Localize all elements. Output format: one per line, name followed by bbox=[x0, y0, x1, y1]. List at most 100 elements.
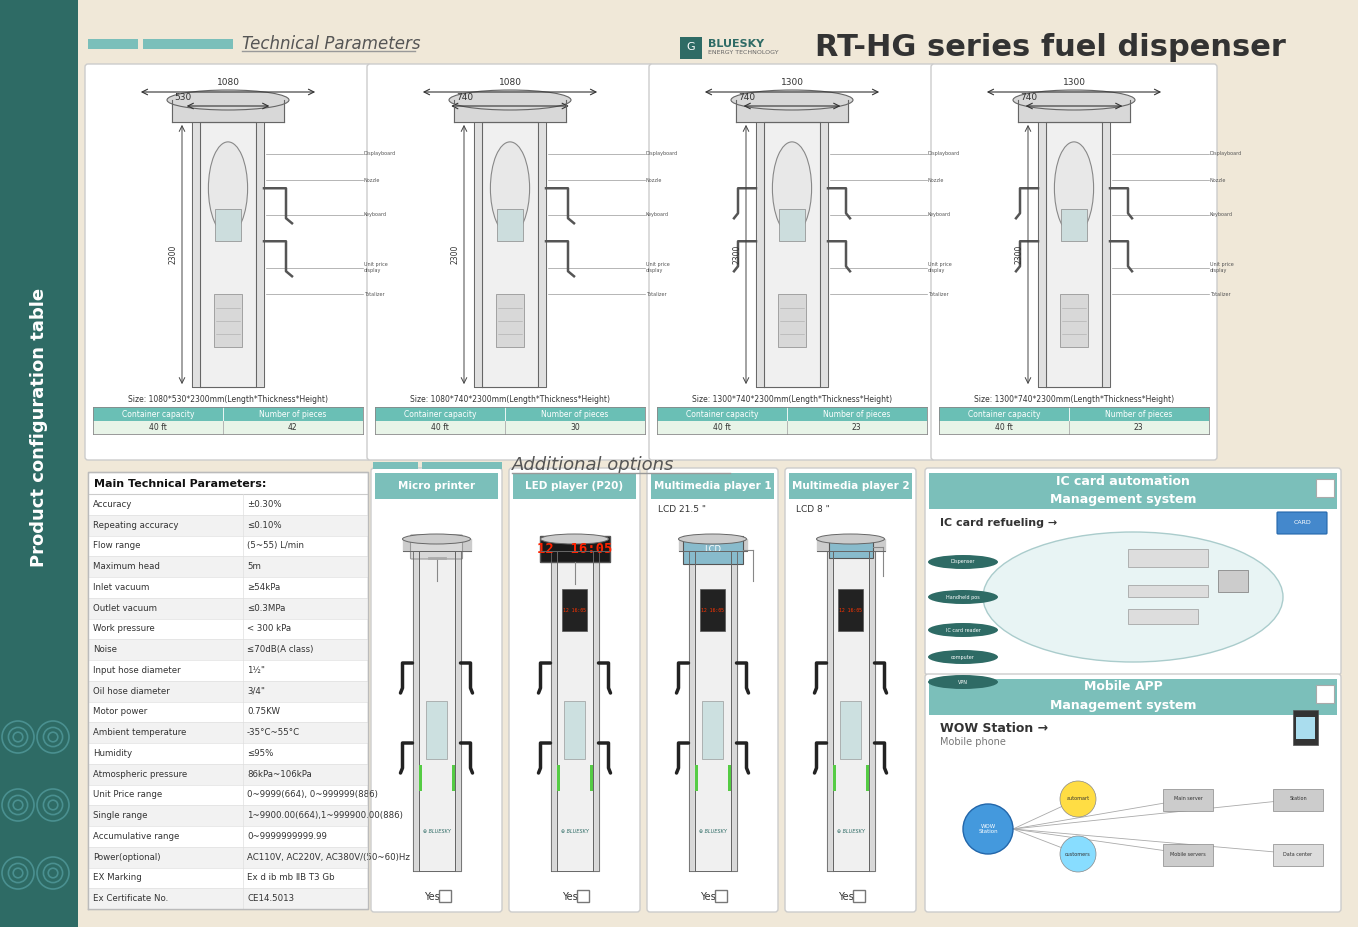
Bar bbox=[789, 473, 913, 499]
Bar bbox=[938, 421, 1209, 434]
Bar bbox=[90, 743, 367, 764]
Bar bbox=[88, 472, 368, 909]
Text: Ex d ib mb ⅡB T3 Gb: Ex d ib mb ⅡB T3 Gb bbox=[247, 873, 334, 883]
Text: 530: 530 bbox=[174, 93, 191, 102]
Ellipse shape bbox=[816, 534, 884, 544]
Bar bbox=[422, 462, 502, 469]
Ellipse shape bbox=[1054, 142, 1093, 235]
Bar bbox=[865, 766, 869, 791]
Text: Nozzle: Nozzle bbox=[364, 178, 380, 183]
Text: Product configuration table: Product configuration table bbox=[30, 287, 48, 566]
Bar bbox=[497, 210, 523, 241]
Text: 40 ft: 40 ft bbox=[149, 423, 167, 432]
Bar bbox=[90, 494, 367, 514]
FancyBboxPatch shape bbox=[649, 64, 936, 460]
Text: CE14.5013: CE14.5013 bbox=[247, 895, 295, 903]
Bar bbox=[657, 407, 928, 421]
Text: Container capacity: Container capacity bbox=[403, 410, 477, 418]
Text: VPN: VPN bbox=[957, 679, 968, 684]
Bar bbox=[1062, 210, 1086, 241]
Bar bbox=[564, 702, 585, 759]
Text: EX Marking: EX Marking bbox=[92, 873, 141, 883]
Text: Keyboard: Keyboard bbox=[928, 212, 951, 217]
Text: Unit price
display: Unit price display bbox=[928, 262, 952, 273]
Bar bbox=[92, 407, 363, 421]
Text: Accuracy: Accuracy bbox=[92, 500, 132, 509]
Text: Yes: Yes bbox=[425, 892, 440, 902]
Bar bbox=[215, 294, 242, 348]
FancyBboxPatch shape bbox=[925, 468, 1340, 675]
Ellipse shape bbox=[1013, 90, 1135, 110]
FancyBboxPatch shape bbox=[371, 468, 502, 912]
Text: Micro printer: Micro printer bbox=[398, 481, 475, 491]
Bar bbox=[496, 294, 524, 348]
Text: ≤0.10%: ≤0.10% bbox=[247, 521, 281, 529]
Text: 740: 740 bbox=[1020, 93, 1038, 102]
Text: Ex Certificate No.: Ex Certificate No. bbox=[92, 895, 168, 903]
Text: 0~9999(664), 0~999999(886): 0~9999(664), 0~999999(886) bbox=[247, 791, 378, 799]
Text: 40 ft: 40 ft bbox=[713, 423, 731, 432]
Text: Input hose diameter: Input hose diameter bbox=[92, 666, 181, 675]
Text: Single range: Single range bbox=[92, 811, 148, 820]
Text: Size: 1300*740*2300mm(Length*Thickness*Height): Size: 1300*740*2300mm(Length*Thickness*H… bbox=[693, 395, 892, 403]
Text: IC card refueling →: IC card refueling → bbox=[940, 518, 1058, 528]
Text: ±0.30%: ±0.30% bbox=[247, 500, 281, 509]
Bar bbox=[929, 679, 1338, 715]
Text: ⊕ BLUESKY: ⊕ BLUESKY bbox=[698, 829, 727, 833]
Text: Inlet vacuum: Inlet vacuum bbox=[92, 583, 149, 591]
Text: Number of pieces: Number of pieces bbox=[1105, 410, 1172, 418]
Bar bbox=[90, 618, 367, 640]
Text: customers: customers bbox=[1065, 852, 1090, 857]
Bar bbox=[1272, 789, 1323, 811]
Bar bbox=[577, 890, 588, 902]
Text: Technical Parameters: Technical Parameters bbox=[242, 35, 421, 53]
Bar bbox=[90, 702, 367, 722]
FancyBboxPatch shape bbox=[367, 64, 653, 460]
Bar bbox=[1128, 549, 1209, 567]
Ellipse shape bbox=[490, 142, 530, 235]
Text: Noise: Noise bbox=[92, 645, 117, 654]
Text: Keyboard: Keyboard bbox=[646, 212, 669, 217]
Text: computer: computer bbox=[951, 654, 975, 659]
Text: Multimedia player 1: Multimedia player 1 bbox=[653, 481, 771, 491]
Bar bbox=[778, 294, 807, 348]
Text: Displayboard: Displayboard bbox=[364, 151, 397, 157]
Bar bbox=[1296, 717, 1315, 739]
Text: LCD: LCD bbox=[703, 545, 721, 554]
Bar bbox=[839, 702, 861, 759]
Bar bbox=[90, 536, 367, 556]
Text: 40 ft: 40 ft bbox=[430, 423, 448, 432]
Text: 30: 30 bbox=[570, 423, 580, 432]
Circle shape bbox=[1061, 781, 1096, 817]
Text: Container capacity: Container capacity bbox=[122, 410, 194, 418]
FancyBboxPatch shape bbox=[509, 468, 640, 912]
Text: 2300: 2300 bbox=[451, 245, 460, 264]
Bar bbox=[589, 766, 592, 791]
Text: 42: 42 bbox=[288, 423, 297, 432]
Ellipse shape bbox=[402, 534, 470, 544]
Ellipse shape bbox=[928, 590, 998, 604]
Text: LCD 21.5 ": LCD 21.5 " bbox=[659, 504, 706, 514]
Ellipse shape bbox=[540, 534, 608, 544]
Bar bbox=[90, 868, 367, 888]
Ellipse shape bbox=[731, 90, 853, 110]
Text: Station: Station bbox=[1289, 796, 1306, 802]
Bar bbox=[90, 888, 367, 909]
Bar bbox=[1061, 294, 1088, 348]
Text: Oil hose diameter: Oil hose diameter bbox=[92, 687, 170, 695]
Bar bbox=[90, 806, 367, 826]
FancyBboxPatch shape bbox=[1277, 512, 1327, 534]
Bar bbox=[657, 421, 928, 434]
Text: 2300: 2300 bbox=[168, 245, 178, 264]
Text: ENERGY TECHNOLOGY: ENERGY TECHNOLOGY bbox=[708, 49, 778, 55]
Bar bbox=[90, 598, 367, 618]
Bar bbox=[728, 766, 731, 791]
Text: 3/4": 3/4" bbox=[247, 687, 265, 695]
Bar bbox=[1128, 609, 1198, 624]
Bar bbox=[90, 556, 367, 577]
Text: Main Technical Parameters:: Main Technical Parameters: bbox=[94, 479, 266, 489]
Text: Keyboard: Keyboard bbox=[364, 212, 387, 217]
Text: automart: automart bbox=[1066, 796, 1089, 802]
Text: 0~9999999999.99: 0~9999999999.99 bbox=[247, 832, 327, 841]
FancyBboxPatch shape bbox=[925, 674, 1340, 912]
